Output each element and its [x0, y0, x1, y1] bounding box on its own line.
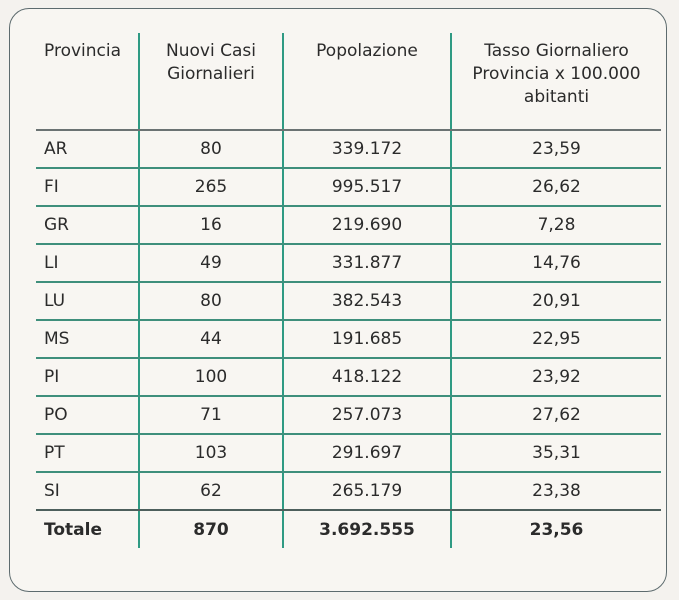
header-tasso-line1: Tasso Giornaliero — [484, 41, 629, 61]
cell-casi: 103 — [139, 434, 284, 473]
cell-casi: 80 — [139, 282, 284, 321]
cell-provincia: LU — [36, 282, 140, 321]
cell-provincia: PI — [36, 358, 140, 397]
header-tasso: Tasso Giornaliero Provincia x 100.000 ab… — [451, 33, 661, 131]
cell-casi: 62 — [139, 472, 284, 511]
cell-tasso: 22,95 — [451, 320, 661, 359]
cell-popolazione: 382.543 — [283, 282, 452, 321]
table-row: LU 80 382.543 20,91 — [36, 282, 661, 321]
header-popolazione: Popolazione — [283, 33, 452, 131]
cell-tasso: 20,91 — [451, 282, 661, 321]
cell-tasso: 7,28 — [451, 206, 661, 245]
cell-casi: 100 — [139, 358, 284, 397]
cell-provincia: FI — [36, 168, 140, 207]
table-row: PI 100 418.122 23,92 — [36, 358, 661, 397]
cell-provincia: LI — [36, 244, 140, 283]
table-row: AR 80 339.172 23,59 — [36, 130, 661, 169]
table-row: PT 103 291.697 35,31 — [36, 434, 661, 473]
cell-popolazione: 995.517 — [283, 168, 452, 207]
total-row: Totale 870 3.692.555 23,56 — [36, 510, 661, 548]
cell-tasso: 14,76 — [451, 244, 661, 283]
header-nuovi-casi: Nuovi Casi Giornalieri — [139, 33, 284, 131]
cell-popolazione: 339.172 — [283, 130, 452, 169]
cell-provincia: AR — [36, 130, 140, 169]
header-nuovi-casi-line1: Nuovi Casi — [166, 41, 256, 61]
cell-popolazione: 219.690 — [283, 206, 452, 245]
cell-popolazione: 418.122 — [283, 358, 452, 397]
cell-casi: 16 — [139, 206, 284, 245]
cell-casi: 71 — [139, 396, 284, 435]
table-row: LI 49 331.877 14,76 — [36, 244, 661, 283]
cell-tasso: 26,62 — [451, 168, 661, 207]
table-row: PO 71 257.073 27,62 — [36, 396, 661, 435]
header-provincia: Provincia — [36, 33, 140, 131]
cell-tasso: 35,31 — [451, 434, 661, 473]
cell-provincia: PT — [36, 434, 140, 473]
header-tasso-line3: abitanti — [523, 87, 590, 107]
cell-tasso: 23,92 — [451, 358, 661, 397]
cell-popolazione: 191.685 — [283, 320, 452, 359]
header-tasso-line2: Provincia x 100.000 — [472, 64, 641, 84]
cell-tasso: 27,62 — [451, 396, 661, 435]
cell-casi: 44 — [139, 320, 284, 359]
cell-provincia: PO — [36, 396, 140, 435]
cell-tasso: 23,38 — [451, 472, 661, 511]
total-popolazione: 3.692.555 — [283, 510, 452, 548]
cell-casi: 49 — [139, 244, 284, 283]
table-row: MS 44 191.685 22,95 — [36, 320, 661, 359]
cell-casi: 80 — [139, 130, 284, 169]
cell-provincia: SI — [36, 472, 140, 511]
cell-provincia: MS — [36, 320, 140, 359]
cell-popolazione: 257.073 — [283, 396, 452, 435]
cell-casi: 265 — [139, 168, 284, 207]
table-row: GR 16 219.690 7,28 — [36, 206, 661, 245]
total-label: Totale — [36, 510, 140, 548]
cell-provincia: GR — [36, 206, 140, 245]
table-frame: Provincia Nuovi Casi Giornalieri Popolaz… — [9, 8, 667, 592]
cell-popolazione: 265.179 — [283, 472, 452, 511]
total-casi: 870 — [139, 510, 284, 548]
cell-popolazione: 331.877 — [283, 244, 452, 283]
cell-tasso: 23,59 — [451, 130, 661, 169]
table-row: FI 265 995.517 26,62 — [36, 168, 661, 207]
header-provincia-label: Provincia — [44, 41, 122, 61]
table-row: SI 62 265.179 23,38 — [36, 472, 661, 511]
province-cases-table: Provincia Nuovi Casi Giornalieri Popolaz… — [36, 33, 661, 548]
header-row: Provincia Nuovi Casi Giornalieri Popolaz… — [36, 33, 661, 131]
header-popolazione-label: Popolazione — [316, 41, 418, 61]
cell-popolazione: 291.697 — [283, 434, 452, 473]
header-nuovi-casi-line2: Giornalieri — [167, 64, 255, 84]
total-tasso: 23,56 — [529, 519, 584, 540]
